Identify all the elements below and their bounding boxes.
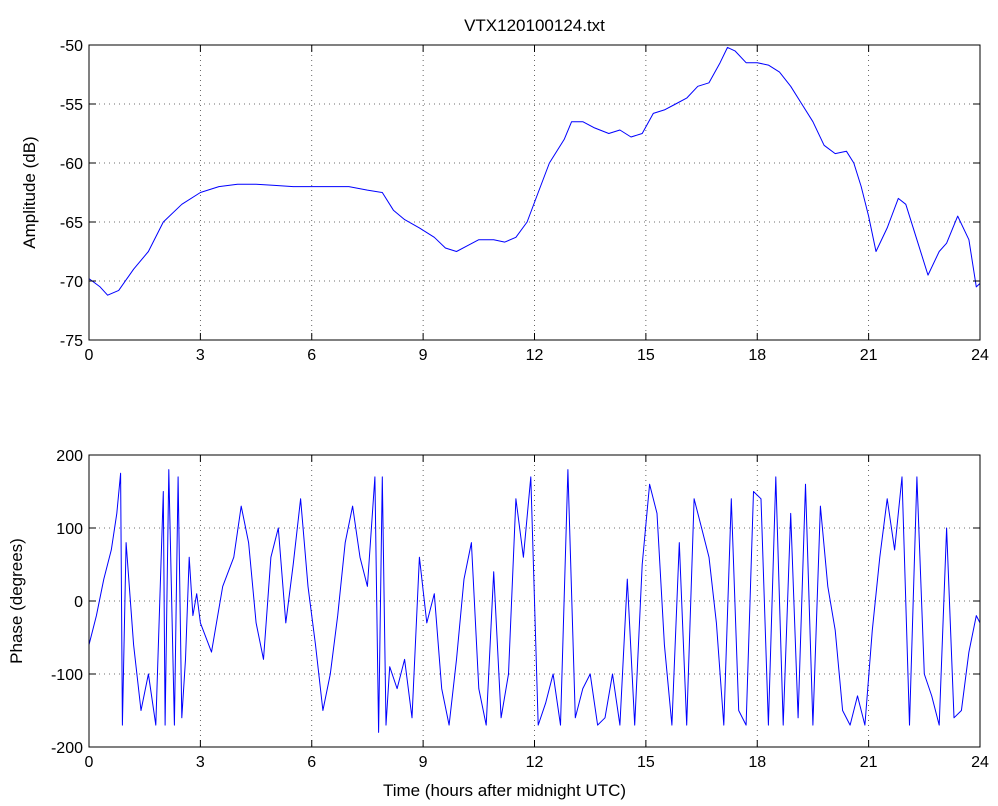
series-line-0: [88, 46, 981, 296]
x-tick-label: 18: [748, 754, 766, 771]
x-tick-label: 9: [419, 347, 428, 364]
x-tick-label: 12: [526, 347, 544, 364]
y-tick-label: -65: [60, 215, 83, 232]
x-tick-label: 6: [307, 754, 316, 771]
x-tick-label: 0: [85, 754, 94, 771]
y-axis-label: Amplitude (dB): [20, 136, 39, 248]
x-tick-label: 24: [971, 754, 989, 771]
x-tick-label: 15: [637, 347, 655, 364]
x-tick-label: 6: [307, 347, 316, 364]
series-line-0: [88, 469, 981, 733]
x-axis-label: Time (hours after midnight UTC): [383, 781, 626, 800]
phase-panel: 0 3 6 9 12 15 18 21 24 -200 -100 0 100 200 Phase (degr…: [7, 448, 989, 800]
y-tick-label: 100: [56, 521, 83, 538]
y-axis-label: Phase (degrees): [7, 538, 26, 664]
y-tick-label: -70: [60, 274, 83, 291]
x-tick-label: 12: [526, 754, 544, 771]
x-tick-label: 0: [85, 347, 94, 364]
y-tick-label: -50: [60, 38, 83, 55]
amplitude-panel: 0 3 6 9 12 15 18 21 24 -75 -70 -65 -60 -55 -50 VTX12010…: [20, 16, 989, 364]
y-tick-label: -75: [60, 333, 83, 350]
x-tick-label: 3: [196, 347, 205, 364]
x-tick-label: 18: [748, 347, 766, 364]
y-tick-label: -200: [51, 740, 83, 757]
y-tick-label: 0: [74, 594, 83, 611]
y-tick-label: -60: [60, 156, 83, 173]
x-tick-label: 3: [196, 754, 205, 771]
y-tick-label: -55: [60, 97, 83, 114]
x-tick-label: 15: [637, 754, 655, 771]
y-tick-label: -100: [51, 667, 83, 684]
x-tick-label: 21: [860, 754, 878, 771]
x-tick-label: 21: [860, 347, 878, 364]
y-tick-label: 200: [56, 448, 83, 465]
x-tick-label: 24: [971, 347, 989, 364]
x-tick-label: 9: [419, 754, 428, 771]
chart-title: VTX120100124.txt: [464, 16, 605, 35]
